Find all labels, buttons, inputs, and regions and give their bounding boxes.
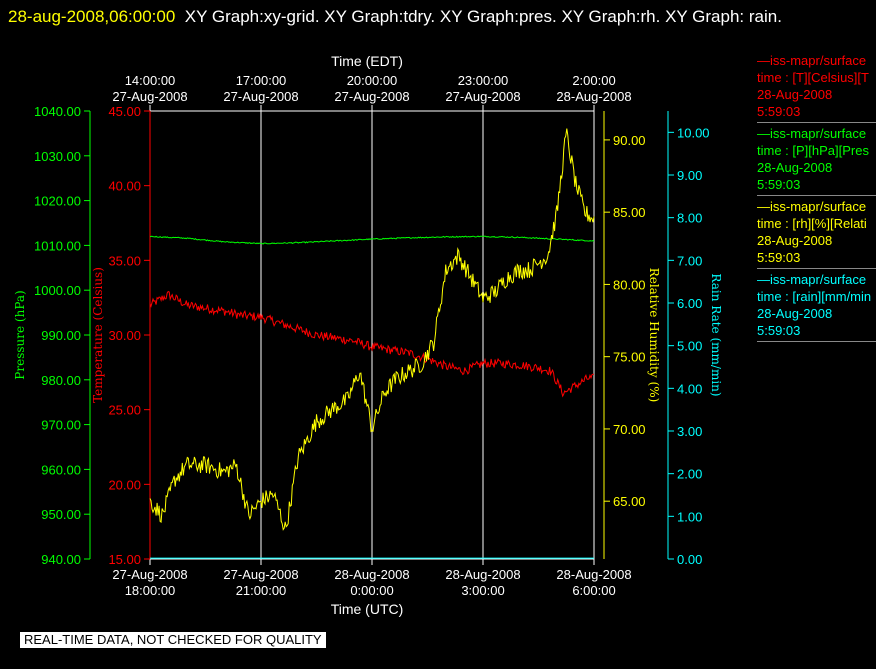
humidity-tick-label: 70.00 (613, 422, 646, 437)
rain-tick-label: 1.00 (677, 509, 702, 524)
legend-entry-line2: time : [rain][mm/min (757, 289, 872, 304)
legend-entry-line2: time : [rh][%][Relati (757, 216, 867, 231)
top-axis-date-label: 27-Aug-2008 (445, 89, 520, 104)
legend-entry-line4: 5:59:03 (757, 104, 801, 119)
temperature-tick-label: 35.00 (108, 253, 141, 268)
temperature-tick-label: 40.00 (108, 179, 141, 194)
legend-entry-line1: —iss-mapr/surface (757, 199, 867, 214)
bottom-axis-time-label: 3:00:00 (461, 583, 504, 598)
temperature-series-line (149, 290, 594, 398)
legend-entry-line3: 28-Aug-2008 (757, 233, 833, 248)
pressure-tick-label: 990.00 (41, 328, 81, 343)
temperature-axis-title: Temperature (Celsius) (91, 267, 105, 403)
temperature-tick-label: 25.00 (108, 403, 141, 418)
rain-tick-label: 0.00 (677, 552, 702, 567)
pressure-tick-label: 950.00 (41, 507, 81, 522)
pressure-tick-label: 1020.00 (34, 194, 81, 209)
top-axis-time-label: 14:00:00 (125, 73, 176, 88)
legend-entry-line4: 5:59:03 (757, 323, 801, 338)
rain-axis-title: Rain Rate (mm/min) (709, 273, 723, 396)
legend: —iss-mapr/surface time : [T][Celsius][T 28… (757, 52, 876, 344)
pressure-tick-label: 1010.00 (34, 238, 81, 253)
temperature-tick-label: 15.00 (108, 552, 141, 567)
temperature-tick-label: 30.00 (108, 328, 141, 343)
legend-entry-line4: 5:59:03 (757, 177, 801, 192)
pressure-tick-label: 1040.00 (34, 104, 81, 119)
legend-entry: —iss-mapr/surface time : [T][Celsius][T 28… (757, 52, 876, 123)
humidity-axis-title: Relative Humidity (%) (647, 268, 661, 403)
rain-tick-label: 6.00 (677, 296, 702, 311)
top-axis-date-label: 27-Aug-2008 (334, 89, 409, 104)
pressure-tick-label: 960.00 (41, 462, 81, 477)
humidity-tick-label: 75.00 (613, 350, 646, 365)
bottom-axis-date-label: 28-Aug-2008 (334, 567, 409, 582)
bottom-axis-time-label: 18:00:00 (125, 583, 176, 598)
rain-tick-label: 4.00 (677, 381, 702, 396)
rain-tick-label: 2.00 (677, 467, 702, 482)
pressure-tick-label: 970.00 (41, 418, 81, 433)
legend-entry-line3: 28-Aug-2008 (757, 87, 833, 102)
pressure-axis-title: Pressure (hPa) (13, 290, 27, 379)
bottom-axis-date-label: 28-Aug-2008 (445, 567, 520, 582)
legend-entry: —iss-mapr/surface time : [rh][%][Relati 28… (757, 198, 876, 269)
rain-tick-label: 10.00 (677, 125, 710, 140)
legend-entry-line2: time : [P][hPa][Pres (757, 143, 869, 158)
bottom-axis-time-label: 6:00:00 (572, 583, 615, 598)
humidity-tick-label: 90.00 (613, 133, 646, 148)
legend-entry: —iss-mapr/surface time : [rain][mm/min 28-… (757, 271, 876, 342)
legend-entry-line2: time : [T][Celsius][T (757, 70, 869, 85)
legend-entry-line4: 5:59:03 (757, 250, 801, 265)
bottom-axis-date-label: 27-Aug-2008 (223, 567, 298, 582)
pressure-tick-label: 980.00 (41, 373, 81, 388)
legend-entry-line3: 28-Aug-2008 (757, 306, 833, 321)
bottom-axis-time-label: 0:00:00 (350, 583, 393, 598)
top-axis-date-label: 27-Aug-2008 (112, 89, 187, 104)
pressure-tick-label: 1030.00 (34, 149, 81, 164)
temperature-tick-label: 45.00 (108, 104, 141, 119)
data-quality-notice: REAL-TIME DATA, NOT CHECKED FOR QUALITY (20, 632, 326, 648)
bottom-axis-title: Time (UTC) (331, 601, 404, 617)
chart-title: 28-aug-2008,06:00:00 XY Graph:xy-grid. X… (8, 2, 868, 31)
top-axis-date-label: 27-Aug-2008 (223, 89, 298, 104)
bottom-axis-date-label: 27-Aug-2008 (112, 567, 187, 582)
rain-tick-label: 7.00 (677, 253, 702, 268)
title-timestamp: 28-aug-2008,06:00:00 (8, 7, 176, 26)
pressure-series-line (149, 235, 595, 245)
humidity-tick-label: 65.00 (613, 494, 646, 509)
rain-tick-label: 3.00 (677, 424, 702, 439)
top-axis-date-label: 28-Aug-2008 (556, 89, 631, 104)
pressure-tick-label: 1000.00 (34, 283, 81, 298)
title-graph-list: XY Graph:xy-grid. XY Graph:tdry. XY Grap… (184, 7, 782, 26)
top-axis-time-label: 20:00:00 (347, 73, 398, 88)
temperature-tick-label: 20.00 (108, 477, 141, 492)
top-axis-title: Time (EDT) (331, 53, 403, 69)
top-axis-time-label: 23:00:00 (458, 73, 509, 88)
rain-tick-label: 9.00 (677, 168, 702, 183)
legend-entry-line1: —iss-mapr/surface (757, 53, 867, 68)
humidity-tick-label: 85.00 (613, 205, 646, 220)
top-axis-time-label: 2:00:00 (572, 73, 615, 88)
rain-tick-label: 8.00 (677, 211, 702, 226)
legend-entry-line1: —iss-mapr/surface (757, 126, 867, 141)
bottom-axis-date-label: 28-Aug-2008 (556, 567, 631, 582)
humidity-series-line (149, 128, 595, 531)
legend-entry: —iss-mapr/surface time : [P][hPa][Pres 28-… (757, 125, 876, 196)
humidity-tick-label: 80.00 (613, 277, 646, 292)
top-axis-time-label: 17:00:00 (236, 73, 287, 88)
bottom-axis-time-label: 21:00:00 (236, 583, 287, 598)
legend-entry-line3: 28-Aug-2008 (757, 160, 833, 175)
pressure-tick-label: 940.00 (41, 552, 81, 567)
rain-tick-label: 5.00 (677, 339, 702, 354)
legend-entry-line1: —iss-mapr/surface (757, 272, 867, 287)
